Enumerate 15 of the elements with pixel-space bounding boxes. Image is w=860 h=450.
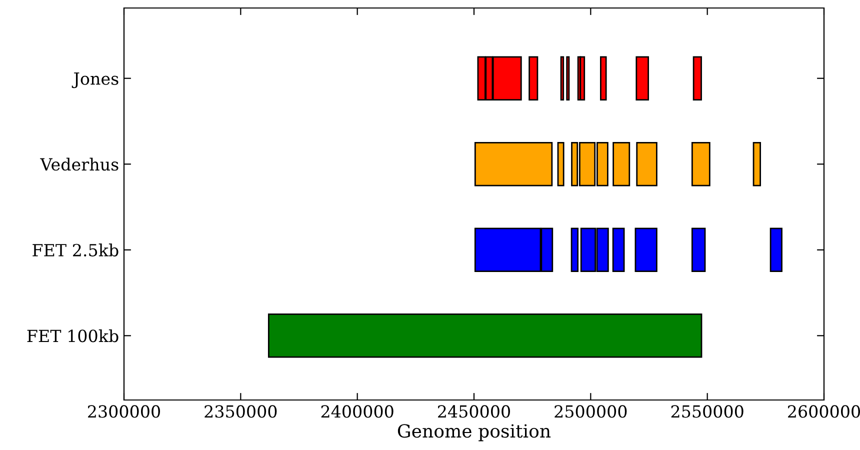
x-tick-label: 2350000 [204,405,277,418]
x-tick-label: 2450000 [438,405,510,418]
x-tick-label: 2600000 [788,405,860,418]
x-tick-label: 2550000 [671,405,744,418]
bar [636,56,649,100]
bar [692,56,702,100]
x-tick-label: 2500000 [554,405,627,418]
x-axis-title: Genome position [398,424,551,442]
y-tick-label: Jones [72,72,118,88]
x-tick-label: 2300000 [88,405,160,418]
y-tick-label: FET 2.5kb [32,244,118,256]
x-tick-label: 2400000 [321,405,394,418]
y-tick-label: Vederhus [40,158,118,171]
y-tick-label: FET 100kb [27,329,118,342]
bar [268,314,702,358]
